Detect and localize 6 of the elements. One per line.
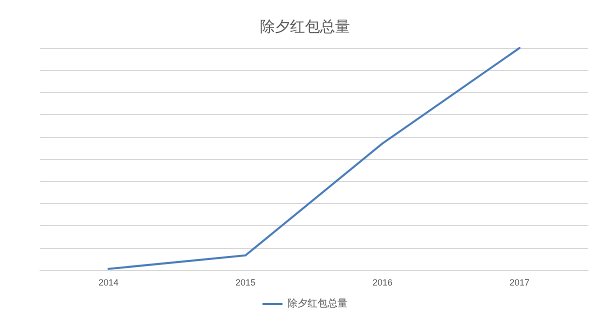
x-tick-label: 2015 xyxy=(235,278,256,288)
x-tick-label: 2016 xyxy=(372,278,393,288)
legend-label: 除夕红包总量 xyxy=(288,298,348,310)
x-tick-label: 2017 xyxy=(509,278,530,288)
x-tick-label: 2014 xyxy=(98,278,119,288)
chart-title: 除夕红包总量 xyxy=(260,18,350,36)
